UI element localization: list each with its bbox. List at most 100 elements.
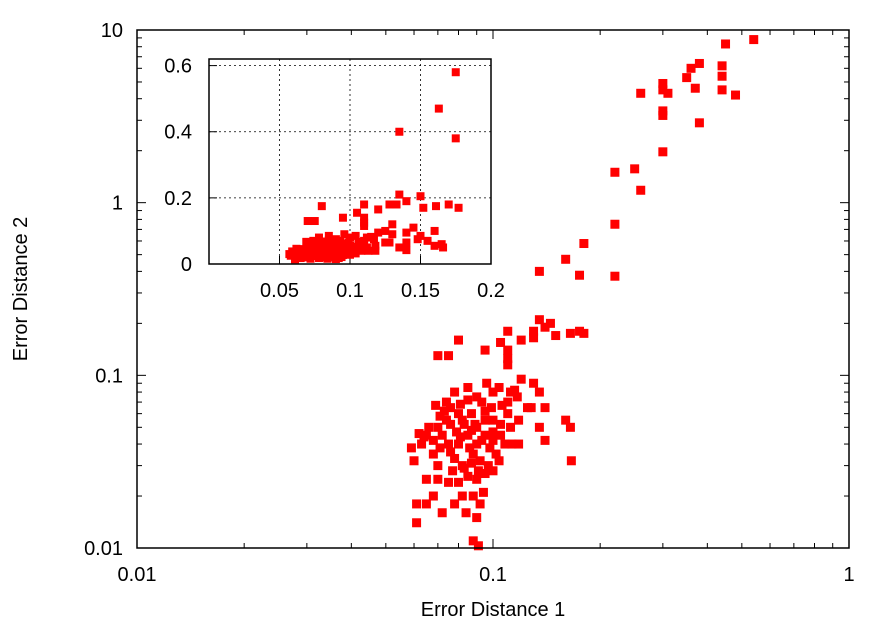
data-point <box>534 315 544 325</box>
data-point <box>450 499 460 509</box>
inset-data-point <box>388 230 397 239</box>
data-point <box>506 422 516 432</box>
inset-data-point <box>354 237 363 246</box>
data-point <box>565 422 575 432</box>
data-point <box>412 518 422 528</box>
y-axis-label: Error Distance 2 <box>10 217 32 362</box>
data-point <box>463 471 473 481</box>
data-point <box>529 333 539 343</box>
data-point <box>516 335 526 345</box>
inset-data-point <box>317 202 326 211</box>
inset-data-point <box>346 250 354 259</box>
data-point <box>488 427 498 437</box>
data-point <box>686 63 696 73</box>
data-point <box>472 474 482 484</box>
data-point <box>465 443 475 453</box>
inset-data-point <box>340 230 349 239</box>
data-point <box>658 85 668 95</box>
data-point <box>446 419 456 429</box>
data-point <box>454 409 464 419</box>
data-point <box>428 435 438 445</box>
inset-data-point <box>306 245 315 254</box>
inset-data-point <box>337 253 346 262</box>
inset-data-point <box>419 203 428 212</box>
data-point <box>488 435 498 445</box>
inset-data-point <box>286 251 295 260</box>
data-point <box>503 397 513 407</box>
data-point <box>466 458 476 468</box>
data-point <box>480 415 490 425</box>
data-point <box>463 395 473 405</box>
data-point <box>444 351 454 361</box>
data-point <box>475 499 485 509</box>
data-point <box>503 354 513 364</box>
data-point <box>409 456 419 466</box>
data-point <box>636 185 646 195</box>
data-point <box>450 453 460 463</box>
inset-data-point <box>338 245 347 254</box>
data-point <box>516 374 526 384</box>
inset-data-point <box>416 231 425 240</box>
inset-points <box>285 68 463 264</box>
inset-data-point <box>360 200 369 209</box>
data-point <box>412 499 422 509</box>
inset-data-point <box>360 240 369 249</box>
inset-data-point <box>314 233 323 242</box>
data-point <box>431 400 441 410</box>
data-point <box>512 392 522 402</box>
data-point <box>545 318 555 328</box>
data-point <box>459 463 469 473</box>
data-point <box>421 474 431 484</box>
data-point <box>540 322 550 332</box>
data-point <box>472 439 482 449</box>
data-point <box>717 61 727 71</box>
data-point <box>494 383 504 393</box>
inset-data-point <box>374 228 383 237</box>
inset-data-point <box>346 233 354 242</box>
data-point <box>658 147 668 157</box>
inset-data-point <box>291 255 300 264</box>
inset-data-point <box>402 246 411 255</box>
main-points <box>406 35 759 551</box>
data-point <box>561 254 571 264</box>
inset-data-point <box>310 252 319 261</box>
data-point <box>444 439 454 449</box>
inset-data-point <box>395 127 404 136</box>
data-point <box>457 491 467 501</box>
inset-data-point <box>353 208 362 217</box>
inset-data-point <box>364 246 373 255</box>
data-point <box>731 90 741 100</box>
inset-data-point <box>402 197 411 206</box>
data-point <box>610 219 620 229</box>
data-point <box>477 397 487 407</box>
inset-data-point <box>314 254 323 263</box>
inset-data-point <box>367 232 376 241</box>
inset-x-tick-label: 0.2 <box>477 280 505 302</box>
x-tick-label: 0.1 <box>479 564 507 586</box>
inset-data-point <box>451 68 460 77</box>
data-point <box>466 409 476 419</box>
inset-data-point <box>395 190 404 199</box>
inset-data-point <box>395 243 404 252</box>
inset-data-point <box>312 238 321 247</box>
inset-data-point <box>300 253 309 262</box>
inset-data-point <box>402 228 411 237</box>
inset-plot: 0.05 0.1 0.15 0.2 0 0.2 0.4 0.6 <box>164 56 505 302</box>
data-point <box>424 422 434 432</box>
data-point <box>482 378 492 388</box>
data-point <box>406 443 416 453</box>
inset-data-point <box>454 203 463 212</box>
inset-data-point <box>331 235 340 244</box>
data-point <box>526 403 536 413</box>
inset-y-tick-label: 0.6 <box>164 56 192 78</box>
data-point <box>435 443 445 453</box>
data-point <box>540 403 550 413</box>
data-point <box>488 466 498 476</box>
data-point <box>658 106 668 116</box>
data-point <box>561 415 571 425</box>
inset-data-point <box>385 238 394 247</box>
data-point <box>658 78 668 88</box>
data-point <box>480 406 490 416</box>
data-point <box>433 461 443 471</box>
data-point <box>496 337 506 347</box>
